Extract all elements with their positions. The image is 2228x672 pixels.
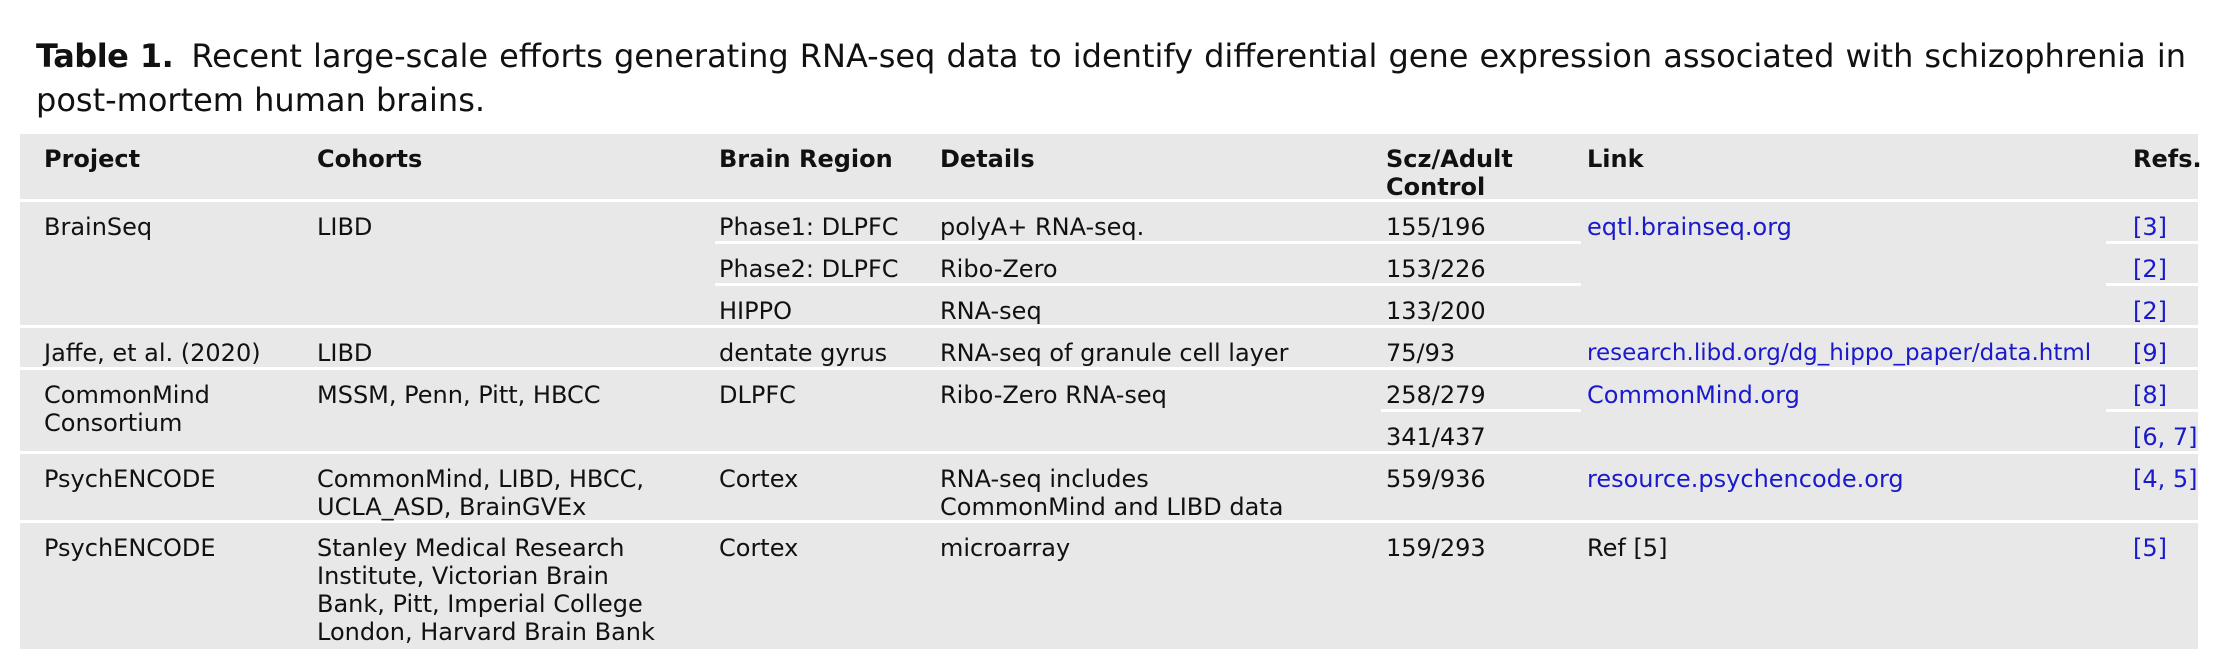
cohort-list: LIBD xyxy=(317,339,373,367)
reference-link[interactable]: [5] xyxy=(2133,534,2167,562)
header-details: Details xyxy=(940,145,1035,173)
dataset-link[interactable]: eqtl.brainseq.org xyxy=(1587,213,1792,241)
row-separator xyxy=(715,241,1581,244)
brain-region: HIPPO xyxy=(719,297,792,325)
data-table: Project Cohorts Brain Region Details Scz… xyxy=(20,134,2202,649)
dataset-link[interactable]: resource.psychencode.org xyxy=(1587,465,1904,493)
header-cohorts: Cohorts xyxy=(317,145,423,173)
dataset-link[interactable]: CommonMind.org xyxy=(1587,381,1800,409)
scz-control-ratio: 559/936 xyxy=(1386,465,1486,493)
row-separator xyxy=(715,283,1581,286)
study-details: RNA-seq of granule cell layer xyxy=(940,339,1289,367)
scz-control-ratio: 159/293 xyxy=(1386,534,1486,562)
row-separator xyxy=(20,325,2198,328)
study-details: Ribo-Zero RNA-seq xyxy=(940,381,1167,409)
brain-region: Phase1: DLPFC xyxy=(719,213,899,241)
cohort-list: Stanley Medical Research Institute, Vict… xyxy=(317,534,655,646)
reference-link[interactable]: [8] xyxy=(2133,381,2167,409)
row-separator xyxy=(2106,409,2198,412)
study-details: microarray xyxy=(940,534,1071,562)
table-caption: Table 1. Recent large-scale efforts gener… xyxy=(36,34,2186,122)
study-details: polyA+ RNA-seq. xyxy=(940,213,1145,241)
project-name: PsychENCODE xyxy=(44,534,216,562)
header-link: Link xyxy=(1587,145,1644,173)
scz-control-ratio: 75/93 xyxy=(1386,339,1456,367)
row-separator xyxy=(20,367,2198,370)
reference-link[interactable]: [9] xyxy=(2133,339,2167,367)
row-separator xyxy=(2106,241,2198,244)
project-name: CommonMind Consortium xyxy=(44,381,210,437)
caption-text: Recent large-scale efforts generating RN… xyxy=(36,37,2187,119)
project-name: BrainSeq xyxy=(44,213,153,241)
study-details: RNA-seq xyxy=(940,297,1042,325)
cohort-list: CommonMind, LIBD, HBCC, UCLA_ASD, BrainG… xyxy=(317,465,645,521)
header-brain-region: Brain Region xyxy=(719,145,893,173)
reference-link[interactable]: [6, 7] xyxy=(2133,423,2198,451)
header-scz-control: Scz/Adult Control xyxy=(1386,145,1513,201)
project-name: Jaffe, et al. (2020) xyxy=(44,339,261,367)
brain-region: dentate gyrus xyxy=(719,339,888,367)
reference-link[interactable]: [4, 5] xyxy=(2133,465,2198,493)
project-name: PsychENCODE xyxy=(44,465,216,493)
row-separator xyxy=(20,520,2198,523)
scz-control-ratio: 258/279 xyxy=(1386,381,1486,409)
scz-control-ratio: 341/437 xyxy=(1386,423,1486,451)
brain-region: Phase2: DLPFC xyxy=(719,255,899,283)
scz-control-ratio: 133/200 xyxy=(1386,297,1486,325)
brain-region: DLPFC xyxy=(719,381,796,409)
row-separator xyxy=(20,451,2198,454)
reference-link[interactable]: [2] xyxy=(2133,297,2167,325)
header-separator xyxy=(20,199,2198,202)
reference-link[interactable]: [2] xyxy=(2133,255,2167,283)
row-separator xyxy=(1381,409,1581,412)
cohort-list: MSSM, Penn, Pitt, HBCC xyxy=(317,381,601,409)
brain-region: Cortex xyxy=(719,534,799,562)
study-details: Ribo-Zero xyxy=(940,255,1058,283)
header-project: Project xyxy=(44,145,141,173)
row-separator xyxy=(2106,283,2198,286)
brain-region: Cortex xyxy=(719,465,799,493)
caption-label: Table 1. xyxy=(36,37,174,75)
reference-link[interactable]: [3] xyxy=(2133,213,2167,241)
cohort-list: LIBD xyxy=(317,213,373,241)
scz-control-ratio: 153/226 xyxy=(1386,255,1486,283)
dataset-link: Ref [5] xyxy=(1587,534,1668,562)
scz-control-ratio: 155/196 xyxy=(1386,213,1486,241)
dataset-link[interactable]: research.libd.org/dg_hippo_paper/data.ht… xyxy=(1587,340,2092,366)
study-details: RNA-seq includes CommonMind and LIBD dat… xyxy=(940,465,1284,521)
header-refs: Refs. xyxy=(2133,145,2202,173)
